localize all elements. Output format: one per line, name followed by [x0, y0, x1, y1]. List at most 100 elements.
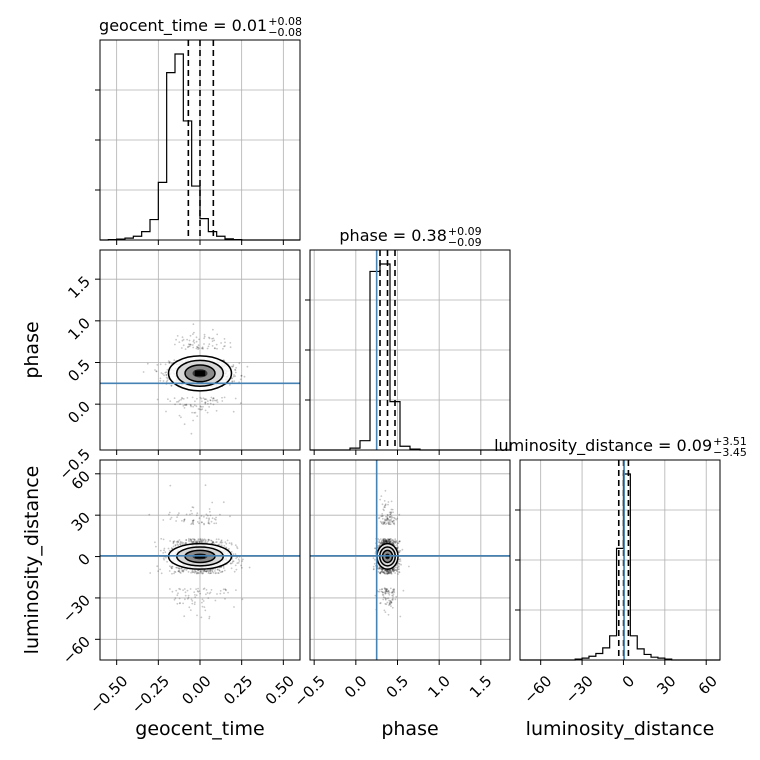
sample-point [191, 602, 194, 605]
sample-point [216, 568, 219, 571]
x-axis-label-geocent_time: geocent_time [135, 718, 264, 740]
sample-point [237, 558, 240, 561]
sample-point [385, 541, 387, 544]
sample-point [385, 539, 387, 541]
sample-point [386, 541, 389, 543]
sample-point [192, 346, 195, 349]
sample-point [211, 542, 214, 545]
sample-point [391, 541, 394, 544]
sample-point [383, 569, 386, 572]
sample-point [201, 569, 204, 572]
sample-point [393, 567, 395, 570]
sample-point [393, 567, 395, 570]
sample-point [206, 347, 209, 350]
sample-point [383, 500, 386, 502]
sample-point [397, 546, 399, 548]
sample-point [184, 598, 186, 601]
sample-point [211, 570, 214, 573]
sample-point [398, 558, 401, 561]
sample-point [388, 571, 391, 574]
sample-point [155, 370, 158, 373]
sample-point [209, 514, 212, 517]
sample-point [387, 539, 390, 542]
sample-point [390, 541, 393, 544]
sample-point [234, 368, 237, 371]
sample-point [174, 343, 176, 346]
sample-point [214, 570, 216, 572]
sample-point [185, 541, 187, 544]
sample-point [198, 338, 201, 341]
sample-point [390, 601, 392, 603]
sample-point [223, 338, 226, 340]
sample-point [234, 371, 237, 374]
xtick-label-geocent_time-0: −0.50 [86, 672, 131, 717]
sample-point [377, 517, 380, 520]
sample-point [392, 542, 394, 545]
sample-point [392, 595, 394, 597]
sample-point [196, 540, 199, 543]
sample-point [388, 591, 391, 594]
sample-point [200, 515, 203, 517]
sample-point [209, 510, 211, 513]
sample-point [388, 599, 390, 602]
sample-point [200, 540, 203, 543]
sample-point [384, 572, 387, 575]
sample-point [170, 547, 173, 549]
sample-point [381, 539, 384, 542]
sample-point [386, 540, 389, 543]
sample-point [377, 567, 380, 570]
sample-point [207, 538, 210, 541]
sample-point [212, 540, 214, 543]
sample-point [389, 571, 392, 574]
sample-point [198, 522, 200, 525]
sample-point [387, 521, 390, 523]
sample-point [177, 592, 179, 595]
sample-point [207, 520, 210, 522]
sample-point [384, 518, 386, 521]
sample-point [179, 541, 182, 544]
sample-point [384, 523, 387, 525]
ytick-label-luminosity_distance-2: 0 [75, 550, 94, 569]
sample-point [168, 511, 171, 514]
sample-point [206, 514, 209, 517]
sample-point [389, 540, 392, 542]
sample-point [185, 404, 188, 406]
sample-point [389, 570, 392, 572]
sample-point [390, 517, 393, 519]
sample-point [390, 512, 392, 515]
sample-point [378, 516, 381, 519]
sample-point [190, 539, 193, 542]
sample-point [176, 516, 179, 518]
sample-point [222, 347, 224, 350]
sample-point [185, 539, 188, 541]
sample-point [217, 572, 219, 574]
sample-point [193, 572, 196, 574]
sample-point [381, 522, 383, 525]
sample-point [382, 541, 385, 544]
sample-point [395, 569, 398, 572]
sample-point [379, 572, 381, 574]
sample-point [207, 522, 210, 525]
sample-point [386, 514, 389, 516]
sample-point [393, 569, 395, 572]
sample-point [168, 362, 171, 364]
sample-point [379, 498, 381, 501]
sample-point [390, 572, 393, 575]
sample-point [183, 518, 186, 521]
sample-point [207, 521, 210, 524]
sample-point [392, 569, 394, 571]
sample-point [202, 572, 205, 575]
sample-point [240, 374, 243, 377]
sample-point [408, 565, 410, 568]
sample-point [180, 567, 182, 570]
sample-point [198, 541, 201, 544]
sample-point [393, 541, 396, 544]
sample-point [204, 409, 207, 412]
sample-point [379, 572, 382, 574]
sample-point [199, 538, 202, 541]
sample-point [201, 346, 204, 349]
sample-point [219, 590, 222, 592]
sample-point [169, 565, 171, 568]
sample-point [179, 588, 182, 591]
sample-point [189, 404, 192, 406]
